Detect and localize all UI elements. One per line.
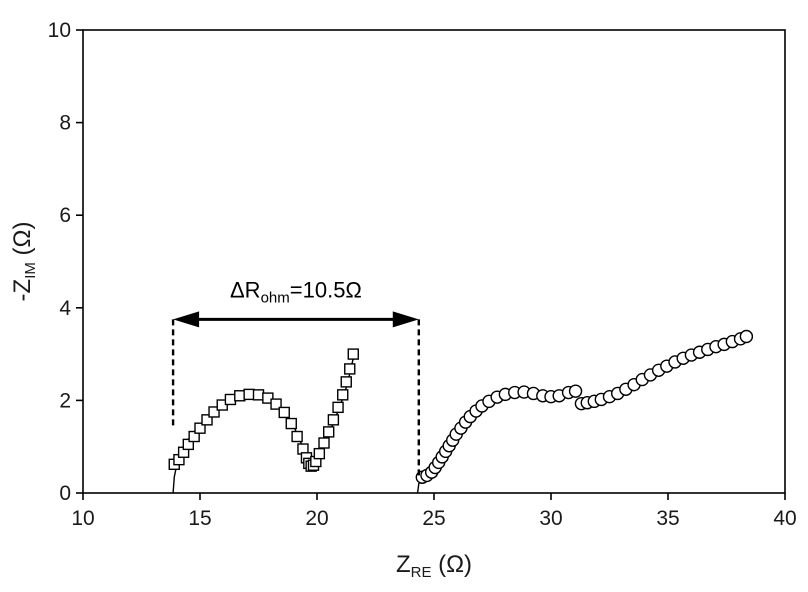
square-point bbox=[188, 430, 200, 443]
x-tick-label: 10 bbox=[71, 507, 94, 530]
resistance-annotation: ΔRohm=10.5Ω bbox=[171, 277, 420, 480]
square-point bbox=[318, 437, 330, 449]
y-tick-label: 6 bbox=[59, 204, 71, 227]
square-point bbox=[234, 390, 246, 402]
x-axis-ticks: 10 15 20 25 30 35 40 bbox=[71, 493, 797, 530]
square-point bbox=[291, 430, 303, 443]
y-axis-ticks: 0 2 4 6 8 10 bbox=[48, 19, 83, 505]
x-tick-label: 35 bbox=[656, 507, 679, 530]
y-tick-label: 0 bbox=[59, 482, 71, 505]
x-tick-label: 15 bbox=[188, 507, 211, 530]
square-point bbox=[270, 398, 282, 410]
y-tick-label: 10 bbox=[48, 19, 71, 42]
data-markers bbox=[168, 329, 754, 484]
square-point bbox=[323, 426, 335, 438]
square-point bbox=[208, 406, 220, 418]
square-point bbox=[340, 376, 352, 388]
square-point bbox=[285, 417, 297, 430]
square-point bbox=[201, 414, 213, 426]
arrow-head-left bbox=[173, 311, 200, 328]
square-point bbox=[344, 363, 356, 375]
square-point bbox=[224, 393, 237, 406]
delta-r-ohm-label: ΔRohm=10.5Ω bbox=[230, 277, 362, 306]
square-point bbox=[194, 422, 206, 434]
square-point bbox=[252, 389, 265, 401]
x-tick-label: 40 bbox=[773, 507, 796, 530]
square-point bbox=[182, 438, 195, 451]
fit-curve bbox=[416, 391, 573, 494]
y-tick-label: 8 bbox=[59, 112, 71, 135]
circle-point bbox=[568, 384, 583, 398]
y-tick-label: 4 bbox=[59, 297, 71, 320]
plot-frame bbox=[82, 29, 786, 494]
square-point bbox=[327, 414, 340, 426]
x-tick-label: 20 bbox=[305, 507, 328, 530]
circle-point bbox=[739, 329, 754, 344]
y-tick-label: 2 bbox=[59, 389, 71, 412]
square-point bbox=[347, 348, 359, 360]
square-point bbox=[332, 401, 344, 414]
square-point bbox=[243, 388, 255, 401]
y-axis-title: -ZIM (Ω) bbox=[9, 222, 39, 302]
square-point bbox=[262, 392, 274, 404]
fit-curves bbox=[172, 353, 573, 494]
square-point bbox=[337, 389, 349, 401]
x-axis-title: ZRE (Ω) bbox=[396, 551, 472, 581]
x-tick-label: 25 bbox=[422, 507, 445, 530]
x-tick-label: 30 bbox=[539, 507, 562, 530]
square-point bbox=[278, 406, 290, 419]
arrow-head-right bbox=[392, 311, 419, 328]
square-point bbox=[313, 447, 326, 460]
